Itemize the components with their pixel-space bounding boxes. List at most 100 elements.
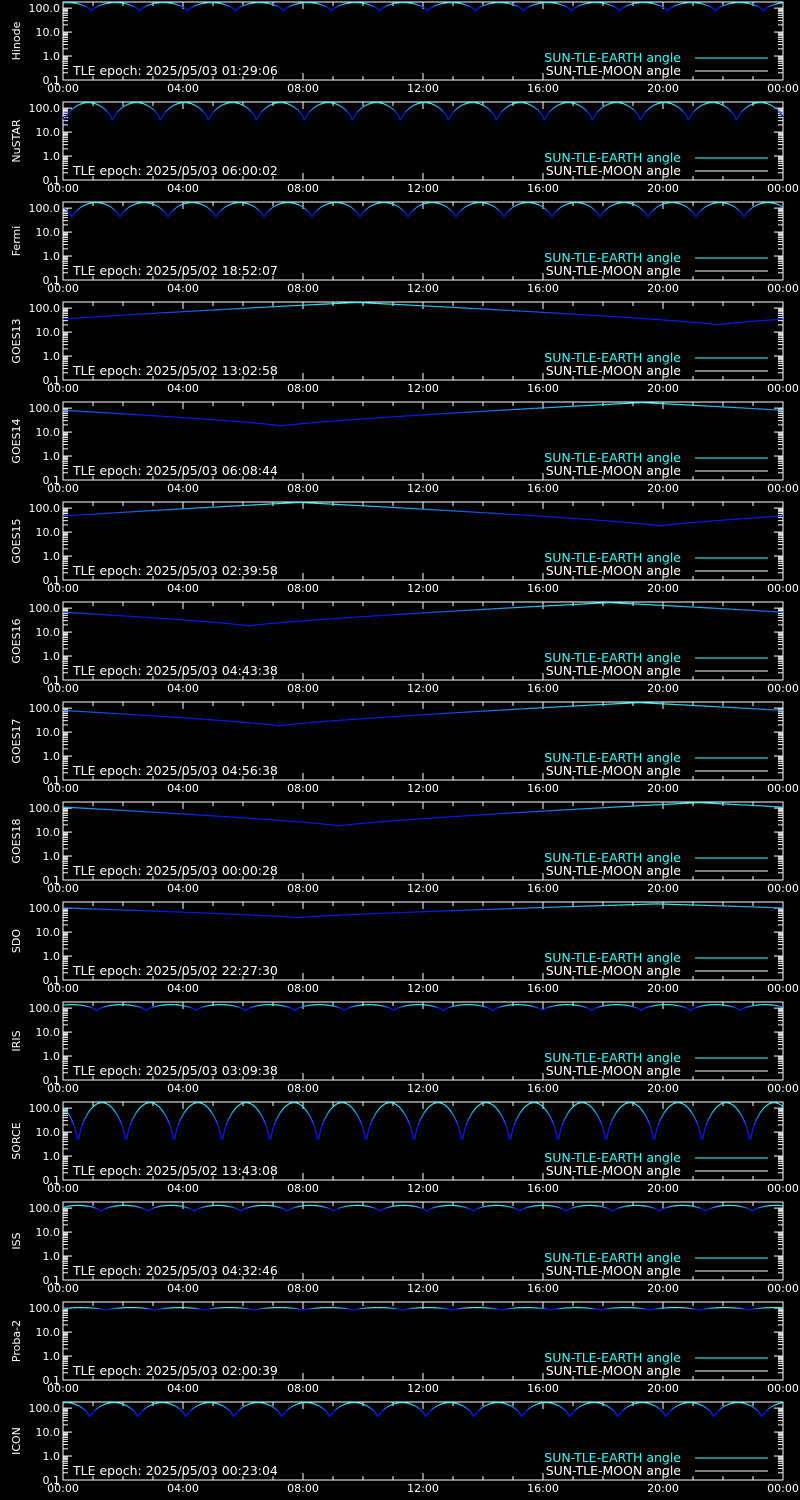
sun-tle-earth-curve-segment xyxy=(422,6,425,9)
sun-tle-earth-curve-segment xyxy=(493,114,496,118)
sun-tle-earth-curve-segment xyxy=(680,108,683,111)
sun-tle-earth-curve-segment xyxy=(282,9,285,12)
sun-tle-earth-curve-segment xyxy=(258,209,261,212)
sun-tle-earth-curve-segment xyxy=(272,205,275,208)
chart-panel-goes16: 100.010.01.00.100:00 04:00 08:00 12:00 16:00… xyxy=(10,601,799,695)
sun-tle-earth-curve-segment xyxy=(97,5,100,7)
sun-tle-earth-curve-segment xyxy=(271,206,274,209)
sun-tle-earth-curve-segment xyxy=(444,112,447,116)
sun-tle-earth-curve-segment xyxy=(517,5,520,8)
sun-tle-earth-curve-segment xyxy=(490,111,494,114)
sun-tle-earth-curve-segment xyxy=(175,206,178,209)
sun-tle-earth-curve-segment xyxy=(361,106,364,109)
sun-tle-earth-curve-segment xyxy=(287,6,289,9)
sun-tle-earth-curve-segment xyxy=(363,105,366,107)
sun-tle-earth-curve-segment xyxy=(395,204,397,207)
sun-tle-earth-curve-segment xyxy=(462,103,465,106)
chart-panel-goes14: 100.010.01.00.100:00 04:00 08:00 12:00 16:00… xyxy=(10,401,799,495)
sun-tle-earth-curve-segment xyxy=(347,204,349,207)
sun-tle-earth-curve-segment xyxy=(642,209,645,212)
sun-tle-earth-curve-segment xyxy=(738,209,741,212)
sun-tle-earth-curve-segment xyxy=(442,111,446,114)
sun-tle-earth-curve-segment xyxy=(140,7,143,10)
y-tick-label: 10.0 xyxy=(36,326,61,339)
sun-tle-earth-curve-segment xyxy=(153,204,156,206)
sun-tle-earth-curve-segment xyxy=(413,104,415,107)
sun-tle-earth-curve-segment xyxy=(186,9,189,12)
sun-tle-earth-curve-segment xyxy=(468,5,471,8)
sun-tle-earth-curve-segment xyxy=(581,106,583,108)
sun-tle-earth-curve-segment xyxy=(645,213,648,217)
sun-tle-earth-curve-segment xyxy=(410,210,413,213)
sun-tle-earth-curve-segment xyxy=(755,204,757,207)
sun-tle-earth-curve-segment xyxy=(479,6,481,9)
sun-tle-earth-curve-segment xyxy=(357,213,360,217)
satellite-name-label: NuSTAR xyxy=(10,119,23,163)
sun-tle-earth-curve-segment xyxy=(144,5,147,8)
sun-tle-earth-curve-segment xyxy=(366,103,369,106)
sun-tle-earth-curve-segment xyxy=(104,108,107,111)
sun-tle-earth-curve-segment xyxy=(67,112,70,115)
sun-tle-earth-curve-segment xyxy=(324,204,327,206)
sun-tle-earth-curve-segment xyxy=(331,8,334,12)
sun-tle-earth-curve-segment xyxy=(689,208,691,211)
sun-tle-earth-curve-segment xyxy=(444,205,447,207)
chart-panel-fermi: 100.010.01.00.100:00 04:00 08:00 12:00 16:00… xyxy=(10,201,799,295)
sun-tle-earth-curve-segment xyxy=(171,209,174,212)
sun-tle-earth-curve-segment xyxy=(400,115,404,119)
sun-tle-earth-curve-segment xyxy=(697,211,700,215)
sun-tle-earth-curve-segment xyxy=(127,206,130,209)
sun-tle-earth-curve-segment xyxy=(575,6,577,9)
sun-tle-earth-curve-segment xyxy=(661,5,664,8)
sun-tle-earth-curve-segment xyxy=(779,204,781,207)
sun-tle-earth-curve-segment xyxy=(443,204,445,207)
x-tick-label: 04:00 xyxy=(167,682,199,695)
sun-tle-earth-curve-segment xyxy=(69,213,72,217)
sun-tle-earth-curve-segment xyxy=(219,209,222,212)
sun-tle-earth-curve-segment xyxy=(492,112,495,116)
sun-tle-earth-curve-segment xyxy=(448,115,452,119)
sun-tle-earth-curve-segment xyxy=(780,112,783,116)
sun-tle-earth-curve-segment xyxy=(725,106,727,108)
sun-tle-earth-curve-segment xyxy=(480,103,483,106)
sun-tle-earth-curve-segment xyxy=(491,204,493,207)
sun-tle-earth-curve-segment xyxy=(650,210,653,213)
sun-tle-earth-curve-segment xyxy=(699,105,702,107)
sun-tle-earth-curve-segment xyxy=(609,205,612,207)
sun-tle-earth-curve-segment xyxy=(367,206,370,209)
sun-tle-earth-curve-segment xyxy=(230,6,233,9)
sun-tle-earth-curve-segment xyxy=(734,206,737,209)
sun-tle-earth-curve-segment xyxy=(438,106,441,109)
sun-tle-earth-curve-segment xyxy=(380,7,383,10)
y-tick-label: 100.0 xyxy=(29,102,61,115)
sun-tle-earth-curve-segment xyxy=(690,113,693,117)
sun-tle-earth-curve-segment xyxy=(318,103,321,106)
sun-tle-earth-curve-segment xyxy=(221,104,223,107)
sun-tle-earth-curve-segment xyxy=(739,210,742,213)
sun-tle-earth-curve-segment xyxy=(606,207,609,210)
sun-tle-earth-curve-segment xyxy=(177,205,180,207)
sun-tle-earth-curve-segment xyxy=(375,7,378,10)
sun-tle-earth-curve-segment xyxy=(317,208,319,211)
sun-tle-earth-curve-segment xyxy=(647,108,649,111)
sun-tle-earth-curve-segment xyxy=(63,207,66,210)
x-tick-label: 20:00 xyxy=(647,482,679,495)
sun-tle-earth-curve-segment xyxy=(311,108,313,111)
sun-tle-earth-curve-segment xyxy=(577,5,580,7)
sun-tle-earth-curve-segment xyxy=(607,206,610,209)
sun-tle-earth-curve-segment xyxy=(93,6,96,9)
sun-tle-earth-curve-segment xyxy=(546,113,549,117)
sun-tle-earth-curve-segment xyxy=(596,110,599,113)
sun-tle-earth-curve-segment xyxy=(637,205,640,208)
sun-tle-earth-curve-segment xyxy=(498,209,501,212)
sun-tle-earth-curve-segment xyxy=(519,7,522,10)
sun-tle-earth-curve-segment xyxy=(587,204,589,207)
sun-tle-earth-curve-segment xyxy=(317,104,319,107)
sun-tle-earth-curve-segment xyxy=(69,109,72,112)
sun-tle-earth-curve-segment xyxy=(509,104,511,107)
sun-tle-earth-curve-segment xyxy=(476,7,479,10)
sun-tle-earth-curve-segment xyxy=(379,8,382,12)
sun-tle-earth-curve-segment xyxy=(159,207,162,210)
sun-tle-earth-curve-segment xyxy=(549,213,552,217)
sun-tle-earth-curve-segment xyxy=(720,103,723,106)
